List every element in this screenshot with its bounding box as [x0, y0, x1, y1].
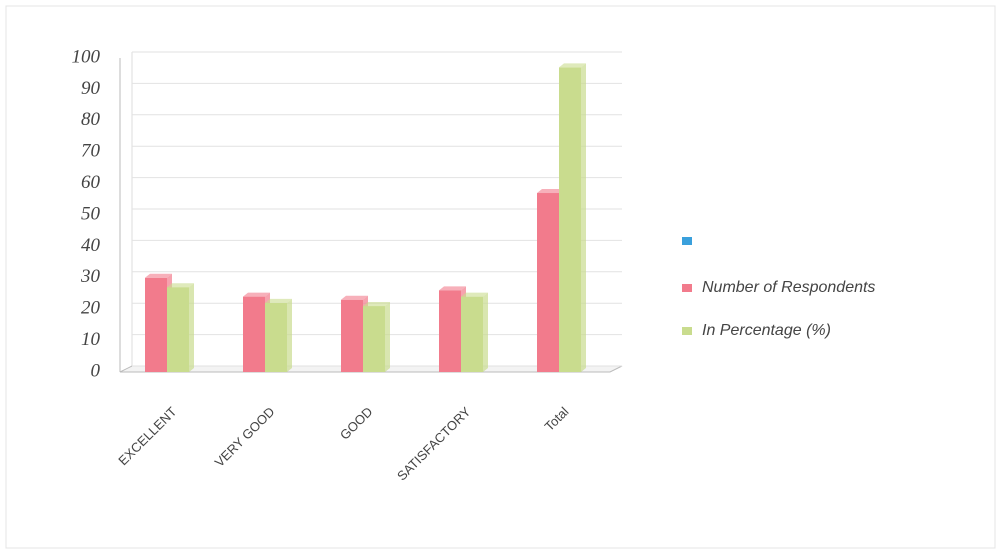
- bar-top: [341, 295, 368, 300]
- bar-top: [265, 298, 292, 303]
- legend-marker: [682, 284, 692, 292]
- bar: [439, 290, 461, 372]
- bar-top: [243, 292, 270, 297]
- bar-side: [189, 283, 194, 372]
- y-tick-label: 90: [81, 78, 101, 99]
- legend-label: In Percentage (%): [702, 322, 831, 339]
- bar-top: [145, 273, 172, 278]
- legend-marker: [682, 237, 692, 245]
- y-tick-label: 100: [72, 46, 101, 67]
- bar-side: [385, 302, 390, 372]
- bar-side: [483, 292, 488, 372]
- y-tick-label: 40: [81, 235, 101, 256]
- bar-top: [167, 283, 194, 288]
- bar: [537, 193, 559, 372]
- y-tick-label: 0: [91, 360, 101, 381]
- y-tick-label: 80: [81, 109, 101, 130]
- y-tick-label: 30: [80, 266, 101, 287]
- bar: [461, 296, 483, 372]
- y-tick-label: 10: [81, 329, 101, 350]
- bar: [145, 277, 167, 372]
- legend-label: Number of Respondents: [702, 279, 875, 296]
- bar-top: [559, 63, 586, 68]
- bar-top: [363, 302, 390, 307]
- y-tick-label: 70: [81, 141, 101, 162]
- bar-top: [537, 189, 564, 194]
- bar-top: [439, 286, 466, 291]
- y-tick-label: 50: [81, 203, 101, 224]
- y-tick-label: 60: [81, 172, 101, 193]
- bar-top: [461, 292, 488, 297]
- legend-marker: [682, 327, 692, 335]
- y-tick-label: 20: [81, 298, 101, 319]
- bar: [265, 302, 287, 372]
- bar: [341, 299, 363, 372]
- bar: [363, 306, 385, 372]
- bar-side: [581, 63, 586, 373]
- bar-side: [287, 298, 292, 372]
- bar: [243, 296, 265, 372]
- bar: [167, 287, 189, 372]
- bar: [559, 67, 581, 373]
